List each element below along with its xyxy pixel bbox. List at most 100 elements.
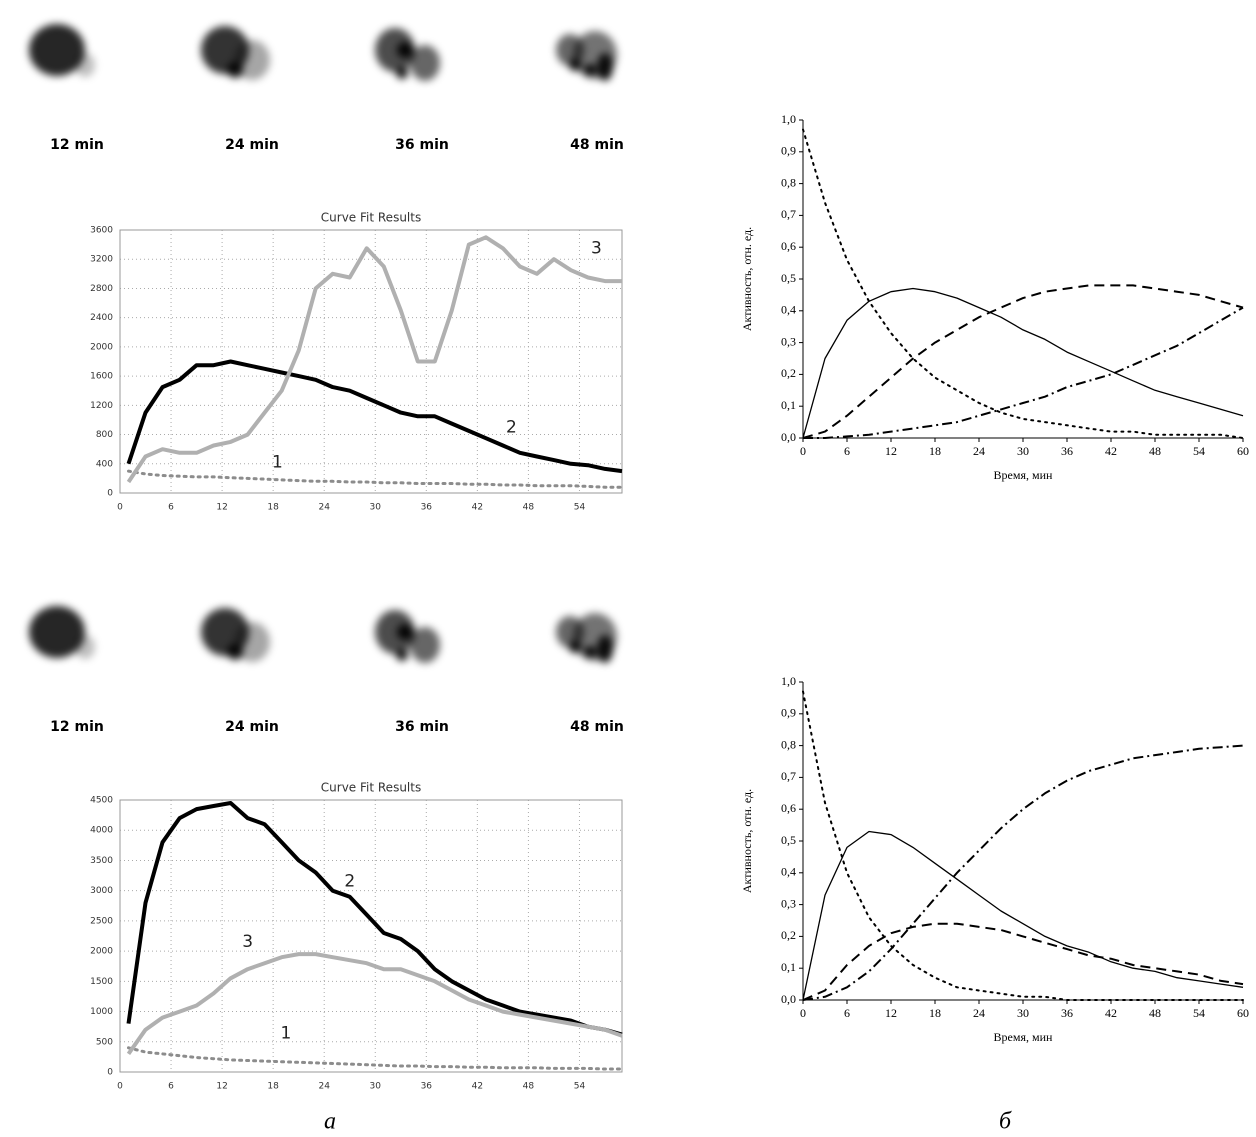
scan-blob (597, 635, 613, 663)
curve-label: 2 (344, 872, 355, 892)
scan-label: 12 min (50, 137, 104, 153)
scan-image (29, 24, 95, 77)
y-tick-label: 4500 (90, 796, 113, 806)
x-tick-label: 36 (421, 1082, 433, 1092)
x-tick-label: 18 (929, 1006, 941, 1020)
scan-image (556, 613, 617, 663)
x-tick-label: 48 (523, 503, 535, 513)
x-tick-label: 36 (1061, 1006, 1073, 1020)
scan-blob (584, 64, 596, 76)
plot-frame (120, 800, 622, 1072)
curve-label: 3 (242, 932, 253, 952)
x-tick-label: 18 (929, 444, 941, 458)
series-line (803, 924, 1243, 1000)
x-tick-label: 30 (1017, 444, 1029, 458)
y-tick-label: 0,4 (781, 303, 796, 317)
y-tick-label: 0,3 (781, 334, 796, 348)
y-tick-label: 3000 (90, 886, 113, 896)
y-tick-label: 0,6 (781, 801, 796, 815)
scan-blob (397, 42, 413, 58)
y-tick-label: 0,5 (781, 271, 796, 285)
scan-label: 36 min (395, 137, 449, 153)
y-tick-label: 0,7 (781, 769, 796, 783)
y-tick-label: 1600 (90, 372, 113, 382)
y-tick-label: 1,0 (781, 112, 796, 126)
x-tick-label: 0 (800, 444, 806, 458)
x-tick-label: 18 (267, 1082, 279, 1092)
scan-image (375, 610, 440, 663)
scan-blob (584, 646, 596, 658)
x-tick-label: 42 (472, 503, 483, 513)
y-tick-label: 0,2 (781, 928, 796, 942)
y-tick-label: 0,1 (781, 960, 796, 974)
x-tick-label: 12 (216, 503, 227, 513)
x-tick-label: 0 (117, 503, 123, 513)
y-axis-label: Активность, отн. ед. (740, 789, 754, 893)
y-tick-label: 0,8 (781, 175, 796, 189)
panel-label: б (999, 1109, 1012, 1135)
y-tick-label: 2800 (90, 284, 113, 294)
curve-label: 3 (591, 238, 602, 258)
panel-label: а (324, 1109, 336, 1135)
series-line (803, 832, 1243, 1001)
series-line (129, 471, 623, 487)
y-tick-label: 0,9 (781, 706, 796, 720)
x-tick-label: 54 (1193, 444, 1205, 458)
y-tick-label: 0,1 (781, 398, 796, 412)
y-tick-label: 0,4 (781, 865, 796, 879)
series-line (803, 289, 1243, 439)
x-tick-label: 42 (1105, 444, 1117, 458)
scan-blob (227, 62, 243, 78)
x-tick-label: 12 (885, 1006, 897, 1020)
x-axis-label: Время, мин (994, 468, 1053, 482)
y-tick-label: 3600 (90, 226, 113, 236)
scan-blob (569, 641, 581, 653)
x-tick-label: 24 (973, 1006, 985, 1020)
y-tick-label: 1500 (90, 977, 113, 987)
x-tick-label: 18 (267, 503, 279, 513)
y-tick-label: 0 (107, 1068, 113, 1078)
scan-blob (397, 624, 413, 640)
y-tick-label: 2000 (90, 342, 113, 352)
scan-image (556, 31, 617, 81)
scan-label: 36 min (395, 719, 449, 735)
x-tick-label: 36 (1061, 444, 1073, 458)
y-tick-label: 400 (96, 459, 113, 469)
series-line (803, 746, 1243, 1000)
y-tick-label: 0 (107, 489, 113, 499)
y-tick-label: 2000 (90, 947, 113, 957)
series-line (803, 692, 1243, 1001)
y-tick-label: 3500 (90, 856, 113, 866)
x-tick-label: 30 (370, 1082, 382, 1092)
scan-label: 24 min (225, 137, 279, 153)
x-tick-label: 48 (1149, 444, 1161, 458)
x-tick-label: 12 (216, 1082, 227, 1092)
y-tick-label: 0,5 (781, 833, 796, 847)
scan-label: 12 min (50, 719, 104, 735)
x-tick-label: 6 (844, 1006, 850, 1020)
x-tick-label: 54 (574, 1082, 586, 1092)
scan-label: 48 min (570, 137, 624, 153)
y-tick-label: 1,0 (781, 674, 796, 688)
x-tick-label: 24 (318, 1082, 330, 1092)
chart-title: Curve Fit Results (321, 211, 421, 225)
y-tick-label: 0,7 (781, 207, 796, 221)
x-tick-label: 54 (1193, 1006, 1205, 1020)
y-tick-label: 0,6 (781, 239, 796, 253)
y-tick-label: 500 (96, 1037, 113, 1047)
x-tick-label: 6 (168, 503, 174, 513)
chart-title: Curve Fit Results (321, 781, 421, 795)
series-line (803, 308, 1243, 438)
curve-label: 2 (506, 417, 517, 437)
y-tick-label: 1200 (90, 401, 113, 411)
x-tick-label: 30 (1017, 1006, 1029, 1020)
scan-blob (410, 45, 440, 81)
scan-blob (396, 67, 408, 79)
y-tick-label: 0,0 (781, 430, 796, 444)
y-tick-label: 0,9 (781, 144, 796, 158)
y-tick-label: 1000 (90, 1007, 113, 1017)
curve-label: 1 (281, 1023, 292, 1043)
scan-blob (569, 59, 581, 71)
scan-blob (396, 649, 408, 661)
scan-blob (75, 635, 95, 659)
